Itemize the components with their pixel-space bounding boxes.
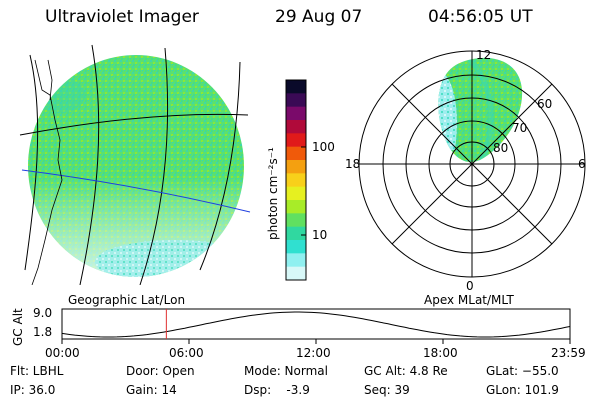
altitude-tick-label: 1.8: [33, 325, 52, 339]
polar-panel-caption: Apex MLat/MLT: [424, 293, 514, 307]
colorbar-tick-label: 10: [312, 228, 327, 242]
altitude-axis-label: GC Alt: [11, 308, 25, 346]
time-tick-label: 18:00: [423, 346, 458, 360]
coastline: [47, 59, 53, 101]
colorbar-tick-label: 100: [312, 140, 335, 154]
time-tick-label: 00:00: [45, 346, 80, 360]
meridian-line: [24, 54, 39, 271]
colorbar-band: [286, 240, 306, 254]
dsp-info: Dsp: -3.9: [244, 383, 310, 397]
colorbar-band: [286, 266, 306, 281]
glon-info: GLon: 101.9: [486, 383, 559, 397]
filter-info: Flt: LBHL: [10, 364, 64, 378]
meridian-line: [199, 61, 241, 271]
equator-line: [21, 169, 251, 213]
door-info: Door: Open: [126, 364, 195, 378]
mlt-label: 12: [476, 48, 491, 62]
colorbar: [286, 80, 306, 281]
altitude-curve: [61, 311, 571, 338]
coastline: [31, 59, 63, 285]
geo-grid: [19, 44, 251, 285]
polar-plot: 12 18 6 0 60 70 80: [345, 48, 586, 293]
colorbar-band: [286, 226, 306, 241]
mlat-label: 60: [537, 97, 552, 111]
colorbar-band: [286, 106, 306, 121]
observation-date: 29 Aug 07: [275, 7, 363, 27]
colorbar-band: [286, 146, 306, 161]
gc-alt-info: GC Alt: 4.8 Re: [364, 364, 448, 378]
altitude-tick-label: 9.0: [33, 306, 52, 320]
mlat-label: 80: [493, 141, 508, 155]
colorbar-band: [286, 160, 306, 174]
time-tick-label: 23:59: [551, 346, 586, 360]
meridian-line: [139, 47, 169, 285]
colorbar-band: [286, 253, 306, 268]
time-tick-label: 06:00: [169, 346, 204, 360]
mlt-label: 0: [466, 279, 474, 293]
glat-info: GLat: −55.0: [486, 364, 559, 378]
colorbar-band: [286, 93, 306, 108]
observation-time: 04:56:05 UT: [428, 7, 533, 27]
colorbar-band: [286, 200, 306, 214]
time-tick-label: 12:00: [296, 346, 331, 360]
mlt-label: 18: [345, 157, 360, 171]
geo-auroral-image: [28, 55, 244, 277]
geo-panel-caption: Geographic Lat/Lon: [68, 293, 185, 307]
altitude-plot: GC Alt 9.0 1.8 00:00 06:00 12:00 18:00 2…: [11, 306, 586, 360]
colorbar-band: [286, 173, 306, 188]
mode-info: Mode: Normal: [244, 364, 328, 378]
seq-info: Seq: 39: [364, 383, 410, 397]
mlat-label: 70: [512, 121, 527, 135]
colorbar-label: photon cm⁻²s⁻¹: [266, 147, 280, 240]
parallel-line: [19, 113, 249, 136]
colorbar-frame: [285, 79, 307, 281]
colorbar-band: [286, 133, 306, 148]
meridian-line: [79, 44, 100, 285]
colorbar-band: [286, 80, 306, 94]
ip-info: IP: 36.0: [10, 383, 56, 397]
colorbar-band: [286, 186, 306, 201]
colorbar-band: [286, 120, 306, 134]
colorbar-band: [286, 213, 306, 228]
mlt-label: 6: [578, 157, 586, 171]
instrument-title: Ultraviolet Imager: [45, 7, 199, 27]
gain-info: Gain: 14: [126, 383, 177, 397]
